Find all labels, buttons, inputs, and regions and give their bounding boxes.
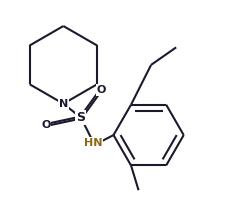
Text: O: O: [96, 85, 106, 95]
Text: S: S: [76, 111, 85, 124]
Text: O: O: [41, 120, 50, 130]
Text: HN: HN: [84, 138, 103, 147]
Text: N: N: [59, 99, 68, 109]
